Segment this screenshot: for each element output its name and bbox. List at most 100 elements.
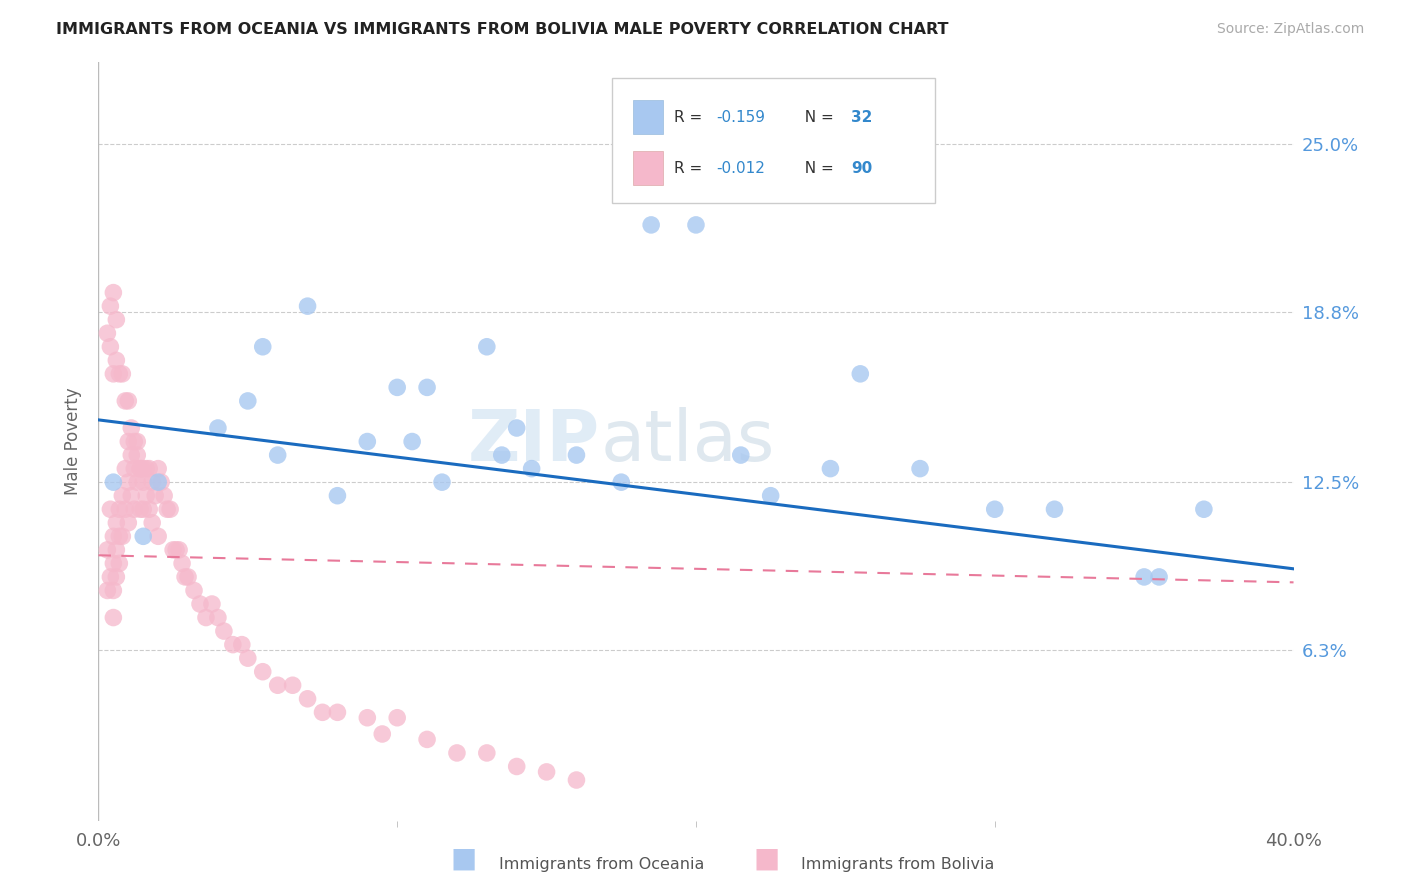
Text: -0.012: -0.012	[716, 161, 765, 176]
Point	[759, 489, 782, 503]
Point	[103, 475, 125, 490]
Point	[117, 393, 139, 408]
Point	[103, 529, 125, 543]
Text: R =: R =	[675, 110, 707, 125]
Point	[138, 461, 160, 475]
Point	[117, 434, 139, 449]
Point	[127, 475, 149, 490]
Point	[103, 610, 125, 624]
Point	[297, 299, 319, 313]
Point	[281, 678, 304, 692]
Point	[371, 727, 394, 741]
Point	[1133, 570, 1156, 584]
Point	[135, 489, 157, 503]
Text: ■: ■	[754, 845, 779, 872]
Point	[820, 461, 842, 475]
Point	[108, 557, 131, 571]
FancyBboxPatch shape	[633, 151, 662, 186]
Point	[132, 529, 155, 543]
Point	[172, 557, 194, 571]
Point	[159, 502, 181, 516]
Point	[165, 542, 187, 557]
Point	[143, 489, 166, 503]
Point	[267, 448, 290, 462]
Point	[195, 610, 218, 624]
Point	[252, 340, 274, 354]
Point	[105, 516, 128, 530]
Point	[141, 475, 163, 490]
Point	[98, 340, 122, 354]
Point	[491, 448, 513, 462]
Point	[96, 326, 118, 341]
Text: R =: R =	[675, 161, 707, 176]
Point	[1147, 570, 1170, 584]
FancyBboxPatch shape	[613, 78, 935, 202]
Point	[446, 746, 468, 760]
Point	[114, 502, 136, 516]
Point	[150, 475, 173, 490]
Point	[148, 529, 170, 543]
Point	[117, 475, 139, 490]
Point	[108, 502, 131, 516]
Point	[177, 570, 200, 584]
Point	[167, 542, 190, 557]
Point	[141, 516, 163, 530]
Point	[236, 393, 259, 408]
Point	[120, 448, 142, 462]
Point	[124, 461, 146, 475]
Point	[105, 312, 128, 326]
Point	[849, 367, 872, 381]
Point	[984, 502, 1007, 516]
Point	[132, 502, 155, 516]
Point	[98, 502, 122, 516]
Point	[103, 367, 125, 381]
Y-axis label: Male Poverty: Male Poverty	[65, 388, 83, 495]
Point	[111, 489, 134, 503]
Text: N =: N =	[796, 110, 839, 125]
Point	[132, 461, 155, 475]
Point	[212, 624, 235, 639]
Point	[1043, 502, 1066, 516]
Point	[96, 542, 118, 557]
Point	[640, 218, 662, 232]
Point	[127, 448, 149, 462]
Point	[252, 665, 274, 679]
FancyBboxPatch shape	[633, 101, 662, 135]
Point	[103, 557, 125, 571]
Point	[135, 461, 157, 475]
Point	[908, 461, 931, 475]
Point	[108, 367, 131, 381]
Point	[416, 380, 439, 394]
Point	[430, 475, 453, 490]
Point	[536, 764, 558, 779]
Point	[401, 434, 423, 449]
Text: Source: ZipAtlas.com: Source: ZipAtlas.com	[1216, 22, 1364, 37]
Point	[138, 502, 160, 516]
Point	[231, 638, 253, 652]
Point	[356, 434, 378, 449]
Point	[124, 434, 146, 449]
Point	[506, 421, 529, 435]
Point	[416, 732, 439, 747]
Point	[105, 353, 128, 368]
Point	[111, 529, 134, 543]
Point	[297, 691, 319, 706]
Point	[475, 746, 498, 760]
Text: atlas: atlas	[600, 407, 775, 476]
Point	[98, 299, 122, 313]
Point	[520, 461, 543, 475]
Point	[236, 651, 259, 665]
Point	[120, 489, 142, 503]
Point	[114, 393, 136, 408]
Point	[114, 461, 136, 475]
Point	[153, 489, 176, 503]
Text: 32: 32	[852, 110, 873, 125]
Point	[610, 475, 633, 490]
Text: IMMIGRANTS FROM OCEANIA VS IMMIGRANTS FROM BOLIVIA MALE POVERTY CORRELATION CHAR: IMMIGRANTS FROM OCEANIA VS IMMIGRANTS FR…	[56, 22, 949, 37]
Text: 90: 90	[852, 161, 873, 176]
Point	[103, 285, 125, 300]
Point	[105, 542, 128, 557]
Point	[132, 475, 155, 490]
Point	[108, 529, 131, 543]
Point	[98, 570, 122, 584]
